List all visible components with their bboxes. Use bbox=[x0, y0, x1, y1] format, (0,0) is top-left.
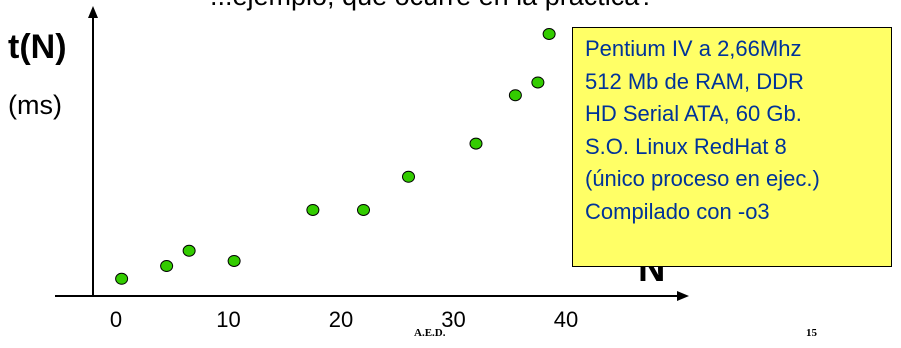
system-specs-box: Pentium IV a 2,66Mhz 512 Mb de RAM, DDR … bbox=[572, 27, 892, 267]
spec-line: (único proceso en ejec.) bbox=[585, 166, 820, 191]
footer-page-number: 15 bbox=[806, 327, 817, 339]
x-tick-label: 20 bbox=[328, 307, 354, 332]
data-point bbox=[469, 137, 483, 150]
data-point bbox=[357, 203, 370, 216]
data-point bbox=[508, 89, 522, 102]
data-point bbox=[542, 28, 556, 40]
spec-line: HD Serial ATA, 60 Gb. bbox=[585, 101, 802, 126]
footer-course: A.E.D. bbox=[414, 327, 446, 339]
x-tick-label: 10 bbox=[216, 307, 241, 332]
data-point bbox=[160, 260, 174, 273]
data-points bbox=[115, 28, 556, 285]
data-point bbox=[402, 170, 415, 183]
data-point bbox=[182, 244, 196, 257]
x-axis-arrow bbox=[677, 291, 689, 301]
x-tick-label: 30 bbox=[441, 307, 466, 332]
x-tick-label: 0 bbox=[109, 307, 123, 332]
data-point bbox=[531, 76, 545, 89]
x-tick-label: 40 bbox=[553, 307, 579, 332]
data-point bbox=[227, 254, 241, 267]
data-point bbox=[115, 272, 129, 285]
axes bbox=[55, 6, 689, 301]
spec-line: 512 Mb de RAM, DDR bbox=[585, 68, 804, 94]
slide-title-partial: ...ejemplo, qué ocurre en la práctica? bbox=[210, 0, 654, 12]
spec-line: S.O. Linux RedHat 8 bbox=[585, 133, 787, 159]
spec-line: Pentium IV a 2,66Mhz bbox=[585, 36, 802, 61]
spec-line: Compilado con -o3 bbox=[585, 198, 770, 224]
data-point bbox=[306, 203, 320, 216]
y-axis-unit: (ms) bbox=[8, 90, 62, 120]
y-axis-label: t(N) bbox=[8, 28, 67, 66]
y-axis-arrow bbox=[88, 6, 98, 18]
